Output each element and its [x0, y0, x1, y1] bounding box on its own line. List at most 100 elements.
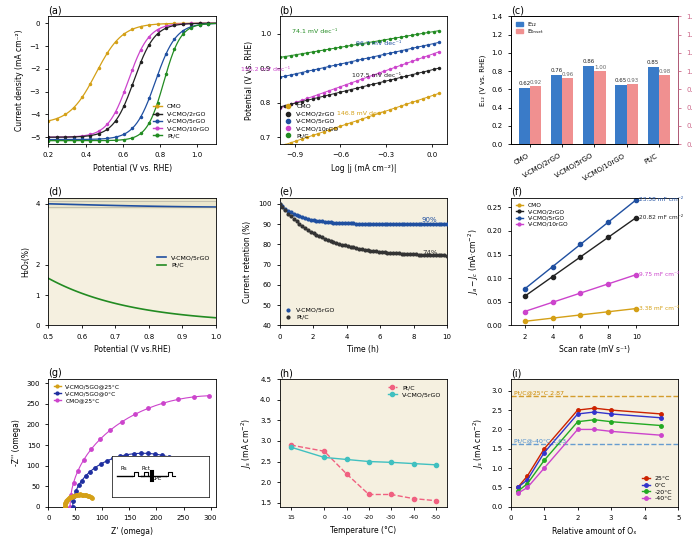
Point [188, 392, 199, 401]
V-CMO/10rGO [212, 20, 220, 27]
Point [76, 490, 87, 499]
Line: CMO: CMO [47, 22, 217, 122]
V-CMO/2rGO [64, 134, 73, 140]
V-CMO/5rGO [325, 218, 336, 227]
Point [60, 499, 71, 508]
Text: 74%: 74% [422, 250, 437, 256]
Point [157, 399, 168, 408]
-20°C [540, 457, 548, 464]
Pt/C [212, 314, 220, 321]
Pt/C [376, 247, 388, 256]
Point [156, 451, 167, 459]
V-CMO/10rGO [576, 290, 585, 296]
Y-axis label: -Z'' (omega): -Z'' (omega) [12, 420, 21, 467]
Y-axis label: Potential (V vs. RHE): Potential (V vs. RHE) [246, 41, 255, 120]
Pt/C [424, 251, 435, 259]
Point [89, 463, 100, 472]
CMO [576, 312, 585, 318]
V-CMO/5rGO [374, 220, 385, 228]
Pt/C [320, 448, 329, 455]
Text: (e): (e) [280, 187, 293, 197]
V-CMO/5rGO [432, 462, 440, 468]
-40°C [590, 426, 599, 433]
Line: V-CMO/10rGO: V-CMO/10rGO [522, 272, 639, 313]
Text: (b): (b) [280, 5, 293, 16]
Bar [551, 75, 562, 144]
V-CMO/2rGO [548, 274, 556, 280]
Point [72, 467, 83, 475]
V-CMO/5rGO [396, 220, 407, 228]
X-axis label: Temperature (°C): Temperature (°C) [330, 526, 397, 535]
V-CMO/5rGO [282, 206, 293, 215]
Line: 25°C: 25°C [516, 407, 663, 489]
V-CMO/5rGO [305, 215, 316, 224]
V-CMO/5rGO [390, 220, 401, 228]
V-CMO/5rGO [548, 263, 556, 270]
V-CMO/5rGO [424, 220, 435, 228]
Point [68, 497, 79, 506]
Pt/C [313, 232, 325, 240]
Point [81, 491, 92, 500]
V-CMO/10rGO [520, 308, 529, 315]
Pt/C [342, 242, 353, 251]
V-CMO/5rGO [441, 220, 453, 228]
V-CMO/2rGO [632, 214, 640, 221]
V-CMO/5rGO [131, 203, 139, 209]
V-CMO/2rGO [604, 234, 612, 240]
-20°C [513, 488, 522, 495]
V-CMO/5rGO [331, 219, 342, 227]
Text: 0.98: 0.98 [658, 69, 671, 74]
Point [80, 490, 91, 499]
Text: 1.00: 1.00 [594, 65, 606, 70]
Text: 20.82 mF cm⁻²: 20.82 mF cm⁻² [639, 215, 683, 220]
V-CMO/5rGO [212, 20, 220, 27]
0°C [607, 411, 615, 417]
Pt/C [198, 313, 206, 320]
V-CMO/10rGO [604, 281, 612, 287]
25°C [607, 407, 615, 413]
Pt/C [436, 251, 447, 260]
V-CMO/5rGO [317, 217, 328, 226]
V-CMO/10rGO [632, 271, 640, 278]
V-CMO/5rGO [379, 220, 390, 228]
Y-axis label: Current density (mA cm⁻²): Current density (mA cm⁻²) [15, 29, 24, 131]
Pt/C [390, 249, 401, 258]
Y-axis label: Current retention (%): Current retention (%) [243, 221, 252, 302]
Pt/C [343, 471, 351, 477]
0°C [540, 450, 548, 456]
Pt/C [419, 251, 430, 259]
V-CMO/5rGO [356, 219, 367, 228]
Point [62, 496, 73, 505]
Pt/C [410, 250, 421, 259]
Legend: CMO, V-CMO/2rGO, V-CMO/5rGO, V-CMO/10rGO, Pt/C: CMO, V-CMO/2rGO, V-CMO/5rGO, V-CMO/10rGO… [283, 101, 342, 141]
-40°C [657, 432, 666, 439]
Pt/C [325, 237, 336, 245]
-20°C [607, 419, 615, 425]
Line: Pt/C: Pt/C [289, 443, 438, 502]
CMO [548, 315, 556, 322]
V-CMO/5rGO [166, 43, 174, 49]
V-CMO/5rGO [297, 213, 308, 222]
V-CMO/5rGO [408, 220, 419, 228]
V-CMO/10rGO [111, 110, 119, 117]
CMO [111, 39, 119, 46]
V-CMO/5rGO [291, 211, 302, 220]
CMO [64, 109, 73, 116]
Line: -20°C: -20°C [516, 418, 663, 493]
Pt/C [365, 246, 376, 255]
25°C [523, 473, 531, 479]
Pt/C [302, 226, 313, 234]
V-CMO/5rGO [328, 218, 339, 227]
Line: V-CMO/2rGO: V-CMO/2rGO [522, 215, 639, 299]
V-CMO/10rGO [44, 134, 53, 141]
CMO [520, 318, 529, 325]
V-CMO/10rGO [99, 125, 107, 131]
Point [67, 492, 78, 500]
Pt/C [441, 251, 453, 260]
V-CMO/5rGO [44, 201, 53, 207]
Pt/C [144, 307, 152, 313]
X-axis label: Relative amount of Oₓ: Relative amount of Oₓ [552, 526, 637, 536]
Point [71, 486, 82, 495]
-40°C [607, 428, 615, 435]
Bar [530, 86, 541, 253]
